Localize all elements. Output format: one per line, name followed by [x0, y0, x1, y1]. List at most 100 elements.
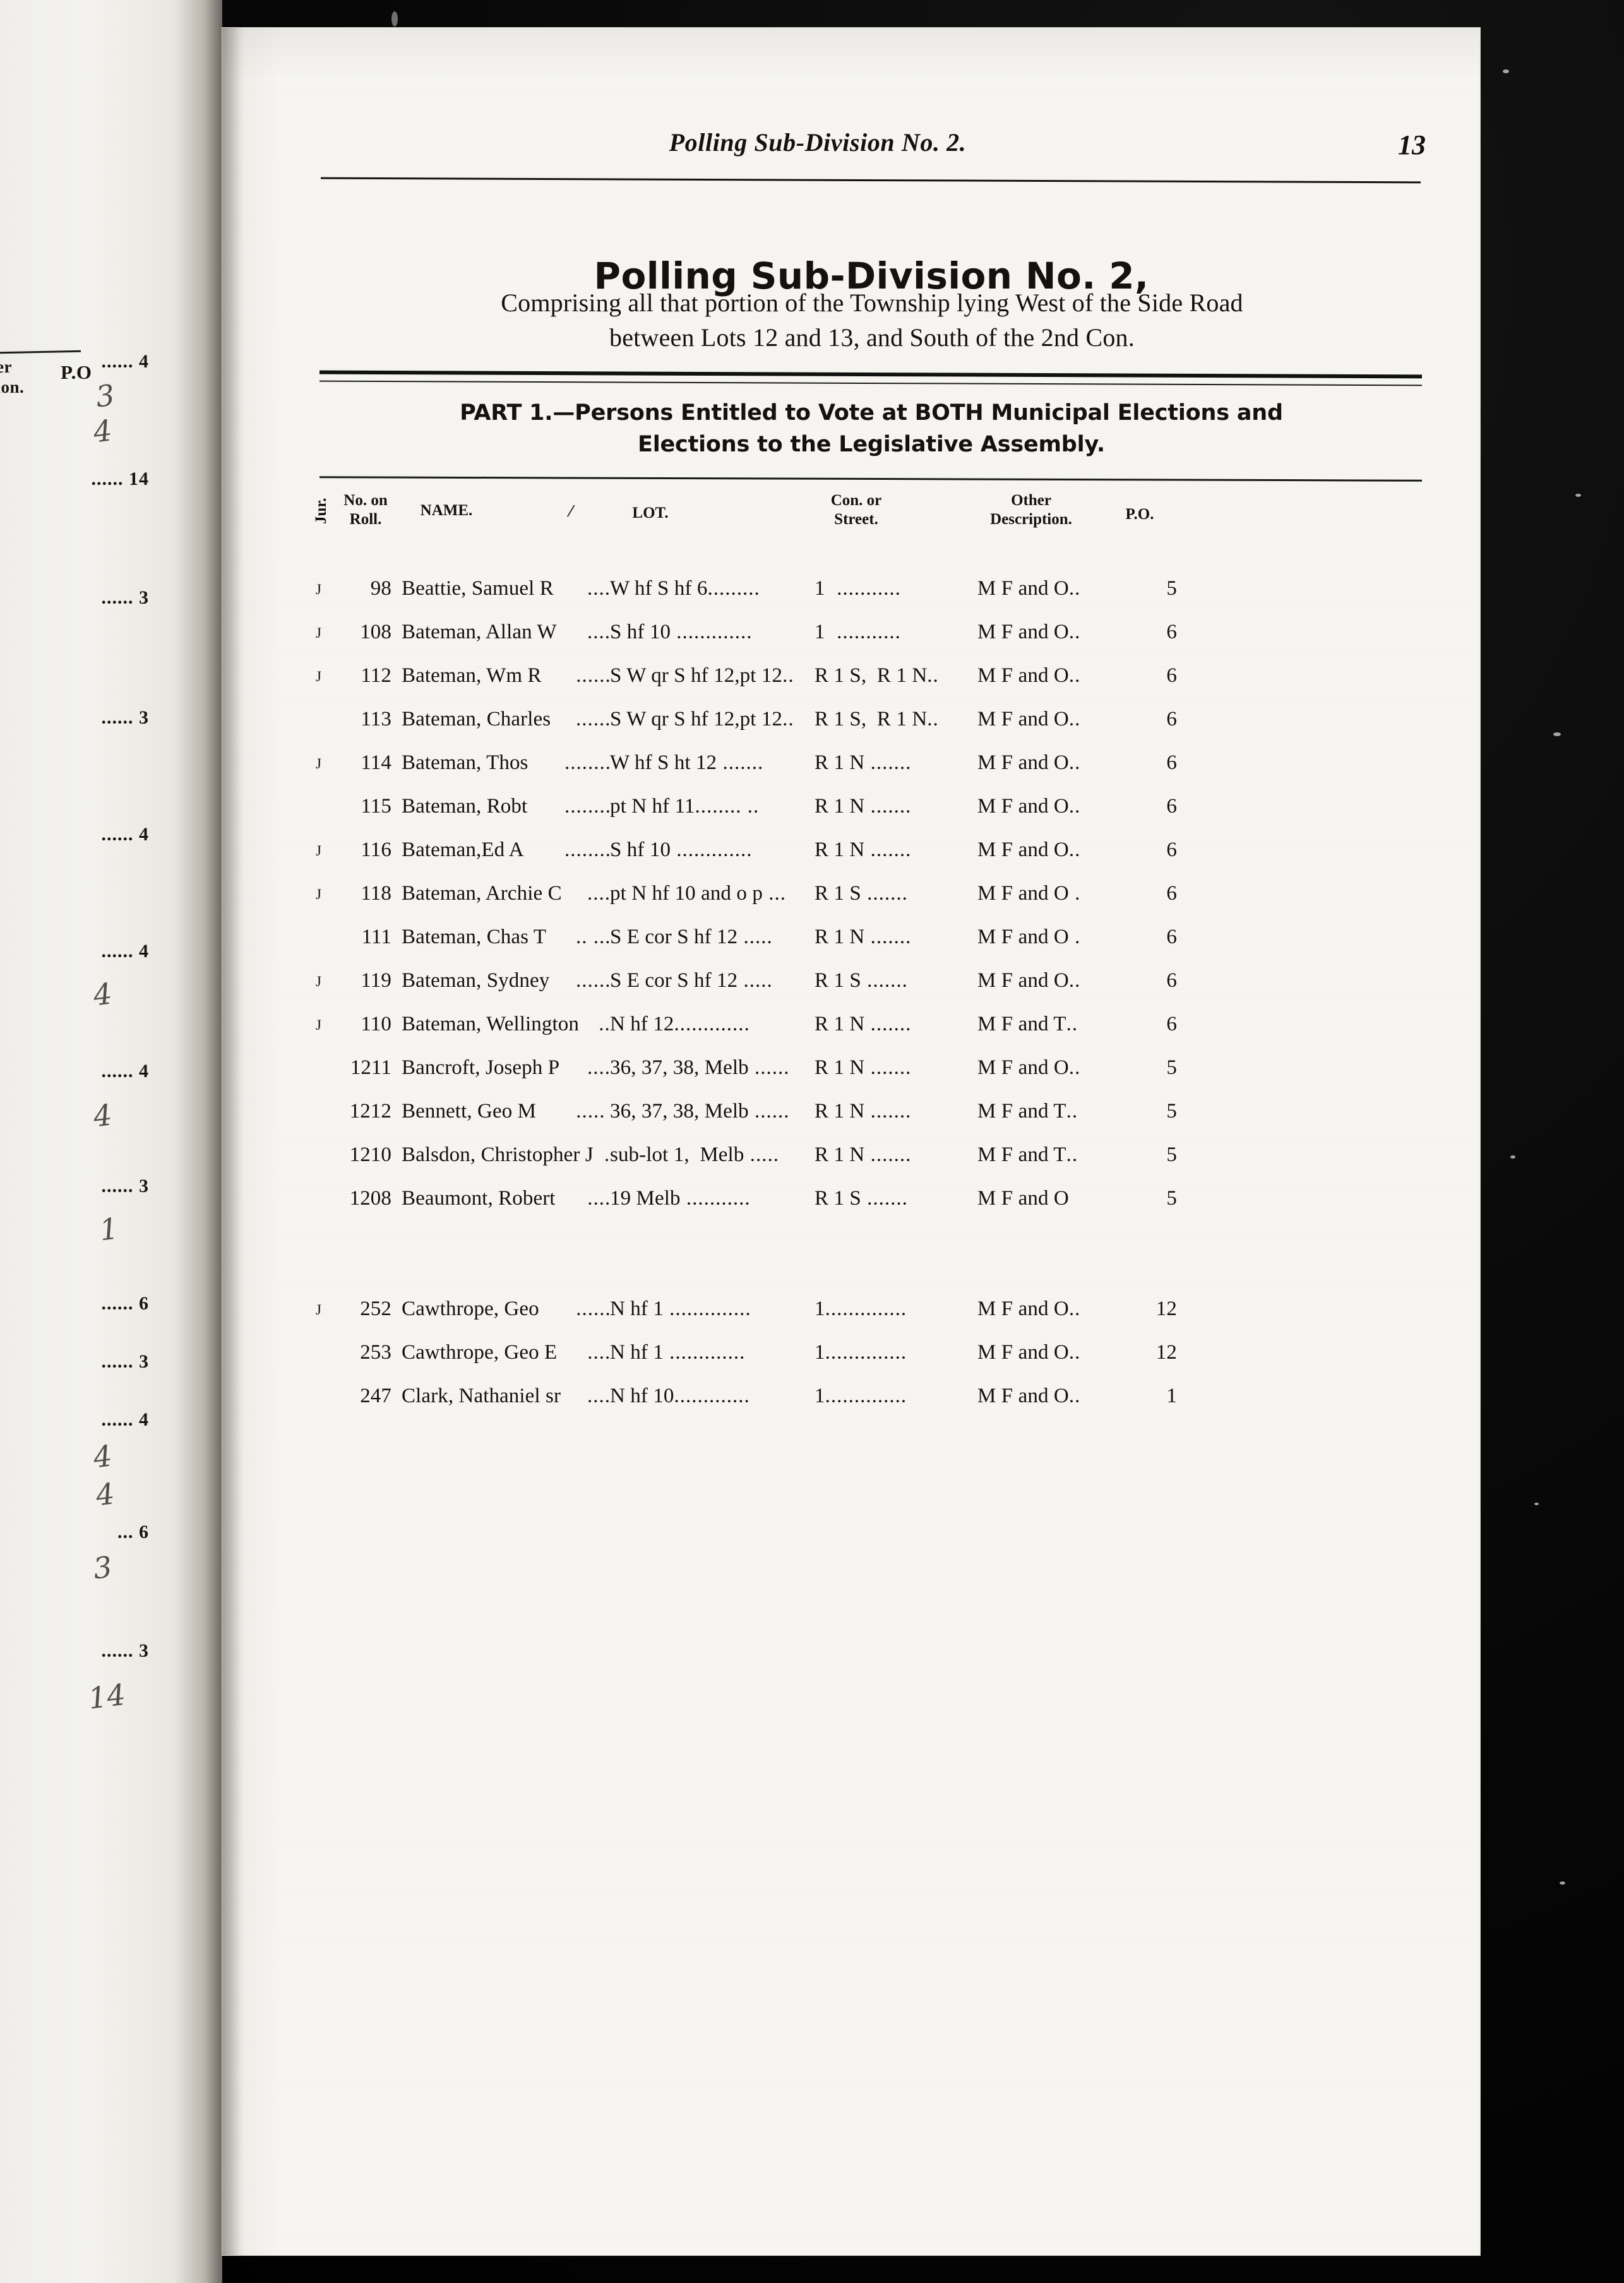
handwritten-mark: 4 — [91, 413, 114, 450]
voter-cell-con: 1.............. — [815, 1385, 972, 1408]
voter-cell-other-text: M F and O — [977, 882, 1069, 905]
voter-cell-other-description: M F and O.. — [977, 664, 1123, 688]
voter-cell-con: R 1 N ....... — [815, 926, 972, 949]
description-line-1: Comprising all that portion of the Towns… — [501, 289, 1243, 317]
voter-cell-lot: S hf 10 ............. — [610, 621, 812, 644]
adjacent-row-dots: ...... — [101, 824, 134, 845]
voter-cell-lot-leader: ...... — [576, 969, 611, 992]
voter-cell-con-dots: ....... — [864, 838, 912, 861]
voter-cell-name: Bateman, Wellington — [402, 1013, 579, 1035]
adjacent-row-value: 4 — [133, 1061, 149, 1082]
voter-cell-roll: 1211 — [350, 1056, 391, 1079]
voter-cell-other-description: M F and O.. — [977, 1056, 1123, 1080]
dust-speck — [1503, 69, 1509, 73]
voter-cell-other-text: M F and O — [977, 1056, 1069, 1079]
voter-cell-lot-text: 36, 37, 38, Melb — [610, 1056, 749, 1079]
voter-cell-other-text: M F and O — [977, 664, 1069, 687]
voter-cell-other-description: M F and O.. — [977, 1297, 1123, 1321]
voter-cell-lot-dots: ... — [762, 882, 786, 905]
voter-cell-con-dots: ....... — [861, 1187, 908, 1210]
adjacent-row-value: 4 — [133, 1409, 149, 1430]
adjacent-row-dots: ... — [117, 1522, 134, 1542]
adjacent-row-value: 4 — [133, 351, 149, 372]
voter-cell-lot-leader: .... — [582, 1341, 611, 1364]
dust-speck — [391, 11, 398, 27]
voter-cell-lot-leader: .... — [587, 1385, 611, 1407]
voter-cell-lot-text: 19 Melb — [610, 1187, 681, 1210]
voter-cell-lot-text: pt N hf 11 — [610, 795, 695, 818]
voter-cell-other-description: M F and O.. — [977, 621, 1123, 644]
adjacent-row-dots: ...... — [101, 1061, 134, 1082]
voter-cell-name: Clark, Nathaniel sr — [402, 1385, 561, 1407]
voter-cell-other-text: M F and T — [977, 1100, 1066, 1123]
voter-cell-po: 6 — [1166, 882, 1177, 905]
voter-cell-other-description: M F and O . — [977, 926, 1123, 949]
voter-cell-lot-leader: .... — [587, 577, 611, 600]
voter-cell-roll: 1210 — [349, 1143, 391, 1166]
stray-pen-slash-mark: / — [566, 500, 576, 522]
voter-cell-con-text: R 1 S — [815, 969, 861, 992]
voter-cell-lot-leader: .... — [587, 621, 611, 643]
voter-row: J 112 Bateman, Wm R ...... S W qr S hf 12,p… — [316, 664, 1427, 708]
voter-row: 1208 Beaumont, Robert .... 19 Melb .......… — [316, 1187, 1427, 1231]
adjacent-row-value: 4 — [133, 941, 149, 962]
adjacent-page-row: ...... 6 — [0, 1293, 149, 1314]
header-divider-rule — [321, 177, 1421, 184]
voter-cell-lot: pt N hf 10 and o p ... — [610, 882, 812, 905]
voter-cell-other-dots: . — [1068, 882, 1081, 905]
voter-cell-con-text: 1 — [815, 621, 825, 643]
voter-cell-name: Bateman, Robt — [402, 795, 528, 818]
voter-cell-con-dots: ....... — [864, 926, 912, 948]
adjacent-header-fragment-1: er — [0, 357, 12, 376]
voter-cell-other-dots: .. — [1068, 664, 1081, 687]
voter-cell-po: 5 — [1166, 1143, 1177, 1166]
voter-cell-other-description: M F and O.. — [977, 1341, 1123, 1364]
adjacent-row-dots: ...... — [101, 1409, 134, 1430]
voter-cell-roll: 98 — [370, 577, 391, 600]
voter-cell-lot-leader: . — [604, 1143, 611, 1166]
voter-row: 1210 Balsdon, Christopher J. sub-lot 1, Me… — [316, 1143, 1427, 1187]
voter-cell-con: 1 ........... — [815, 621, 972, 644]
column-header-rule — [319, 476, 1423, 482]
voter-cell-lot-text: pt N hf 10 and o p — [610, 882, 763, 905]
voter-cell-jur: J — [316, 581, 322, 597]
adjacent-row-value: 3 — [133, 1640, 149, 1661]
part-divider-rule-thick — [319, 370, 1423, 379]
dust-speck — [1560, 1881, 1565, 1885]
voter-cell-lot: S W qr S hf 12,pt 12.. — [610, 708, 812, 731]
voter-cell-other-description: M F and O.. — [977, 577, 1123, 600]
description-line-2: between Lots 12 and 13, and South of the… — [609, 323, 1135, 352]
voter-row: 115 Bateman, Robt........ pt N hf 11......… — [316, 795, 1427, 838]
voter-cell-po: 5 — [1166, 1187, 1177, 1210]
voter-cell-lot-dots: ..... — [737, 926, 773, 948]
voter-cell-lot-dots: ........... — [680, 1187, 751, 1210]
voter-cell-other-dots: .. — [1066, 1100, 1078, 1123]
voter-cell-lot-text: S hf 10 — [610, 621, 671, 643]
voter-cell-other-text: M F and O — [977, 1385, 1069, 1407]
handwritten-mark: 4 — [91, 976, 114, 1013]
voter-cell-other-description: M F and T.. — [977, 1143, 1123, 1167]
voter-row: J 114 Bateman, Thos........ W hf S ht 12 ..… — [316, 751, 1427, 795]
voter-cell-roll: 118 — [361, 882, 391, 905]
voter-cell-lot-dots: ......... — [707, 577, 760, 600]
voter-cell-lot-leader: ...... — [570, 664, 611, 687]
voter-cell-other-dots: .. — [1068, 795, 1081, 818]
voter-cell-name: Bateman, Chas T — [402, 926, 547, 948]
adjacent-row-dots: ...... — [91, 468, 124, 489]
voter-cell-roll: 108 — [360, 621, 391, 643]
voter-cell-roll: 1212 — [349, 1100, 391, 1123]
adjacent-page-row: ...... 3 — [0, 707, 149, 729]
voter-cell-jur: J — [316, 625, 322, 641]
voter-cell-con: R 1 S, R 1 N.. — [815, 664, 972, 688]
voter-cell-jur: J — [316, 886, 322, 902]
voter-cell-lot: N hf 1 ............. — [610, 1341, 812, 1364]
voter-cell-lot-text: sub-lot 1, Melb — [610, 1143, 744, 1166]
voter-list: J 98 Beattie, Samuel R.... W hf S hf 6.....… — [316, 577, 1427, 1428]
voter-cell-lot-dots: ...... — [748, 1100, 790, 1123]
voter-cell-po: 12 — [1155, 1341, 1177, 1364]
voter-row: J 118 Bateman, Archie C.... pt N hf 10 and … — [316, 882, 1427, 926]
voter-cell-con: R 1 N ....... — [815, 751, 972, 775]
column-header-po: P.O. — [1125, 506, 1154, 523]
voter-cell-lot: N hf 12............. — [610, 1013, 812, 1036]
voter-cell-lot-leader: .... — [587, 1056, 611, 1079]
